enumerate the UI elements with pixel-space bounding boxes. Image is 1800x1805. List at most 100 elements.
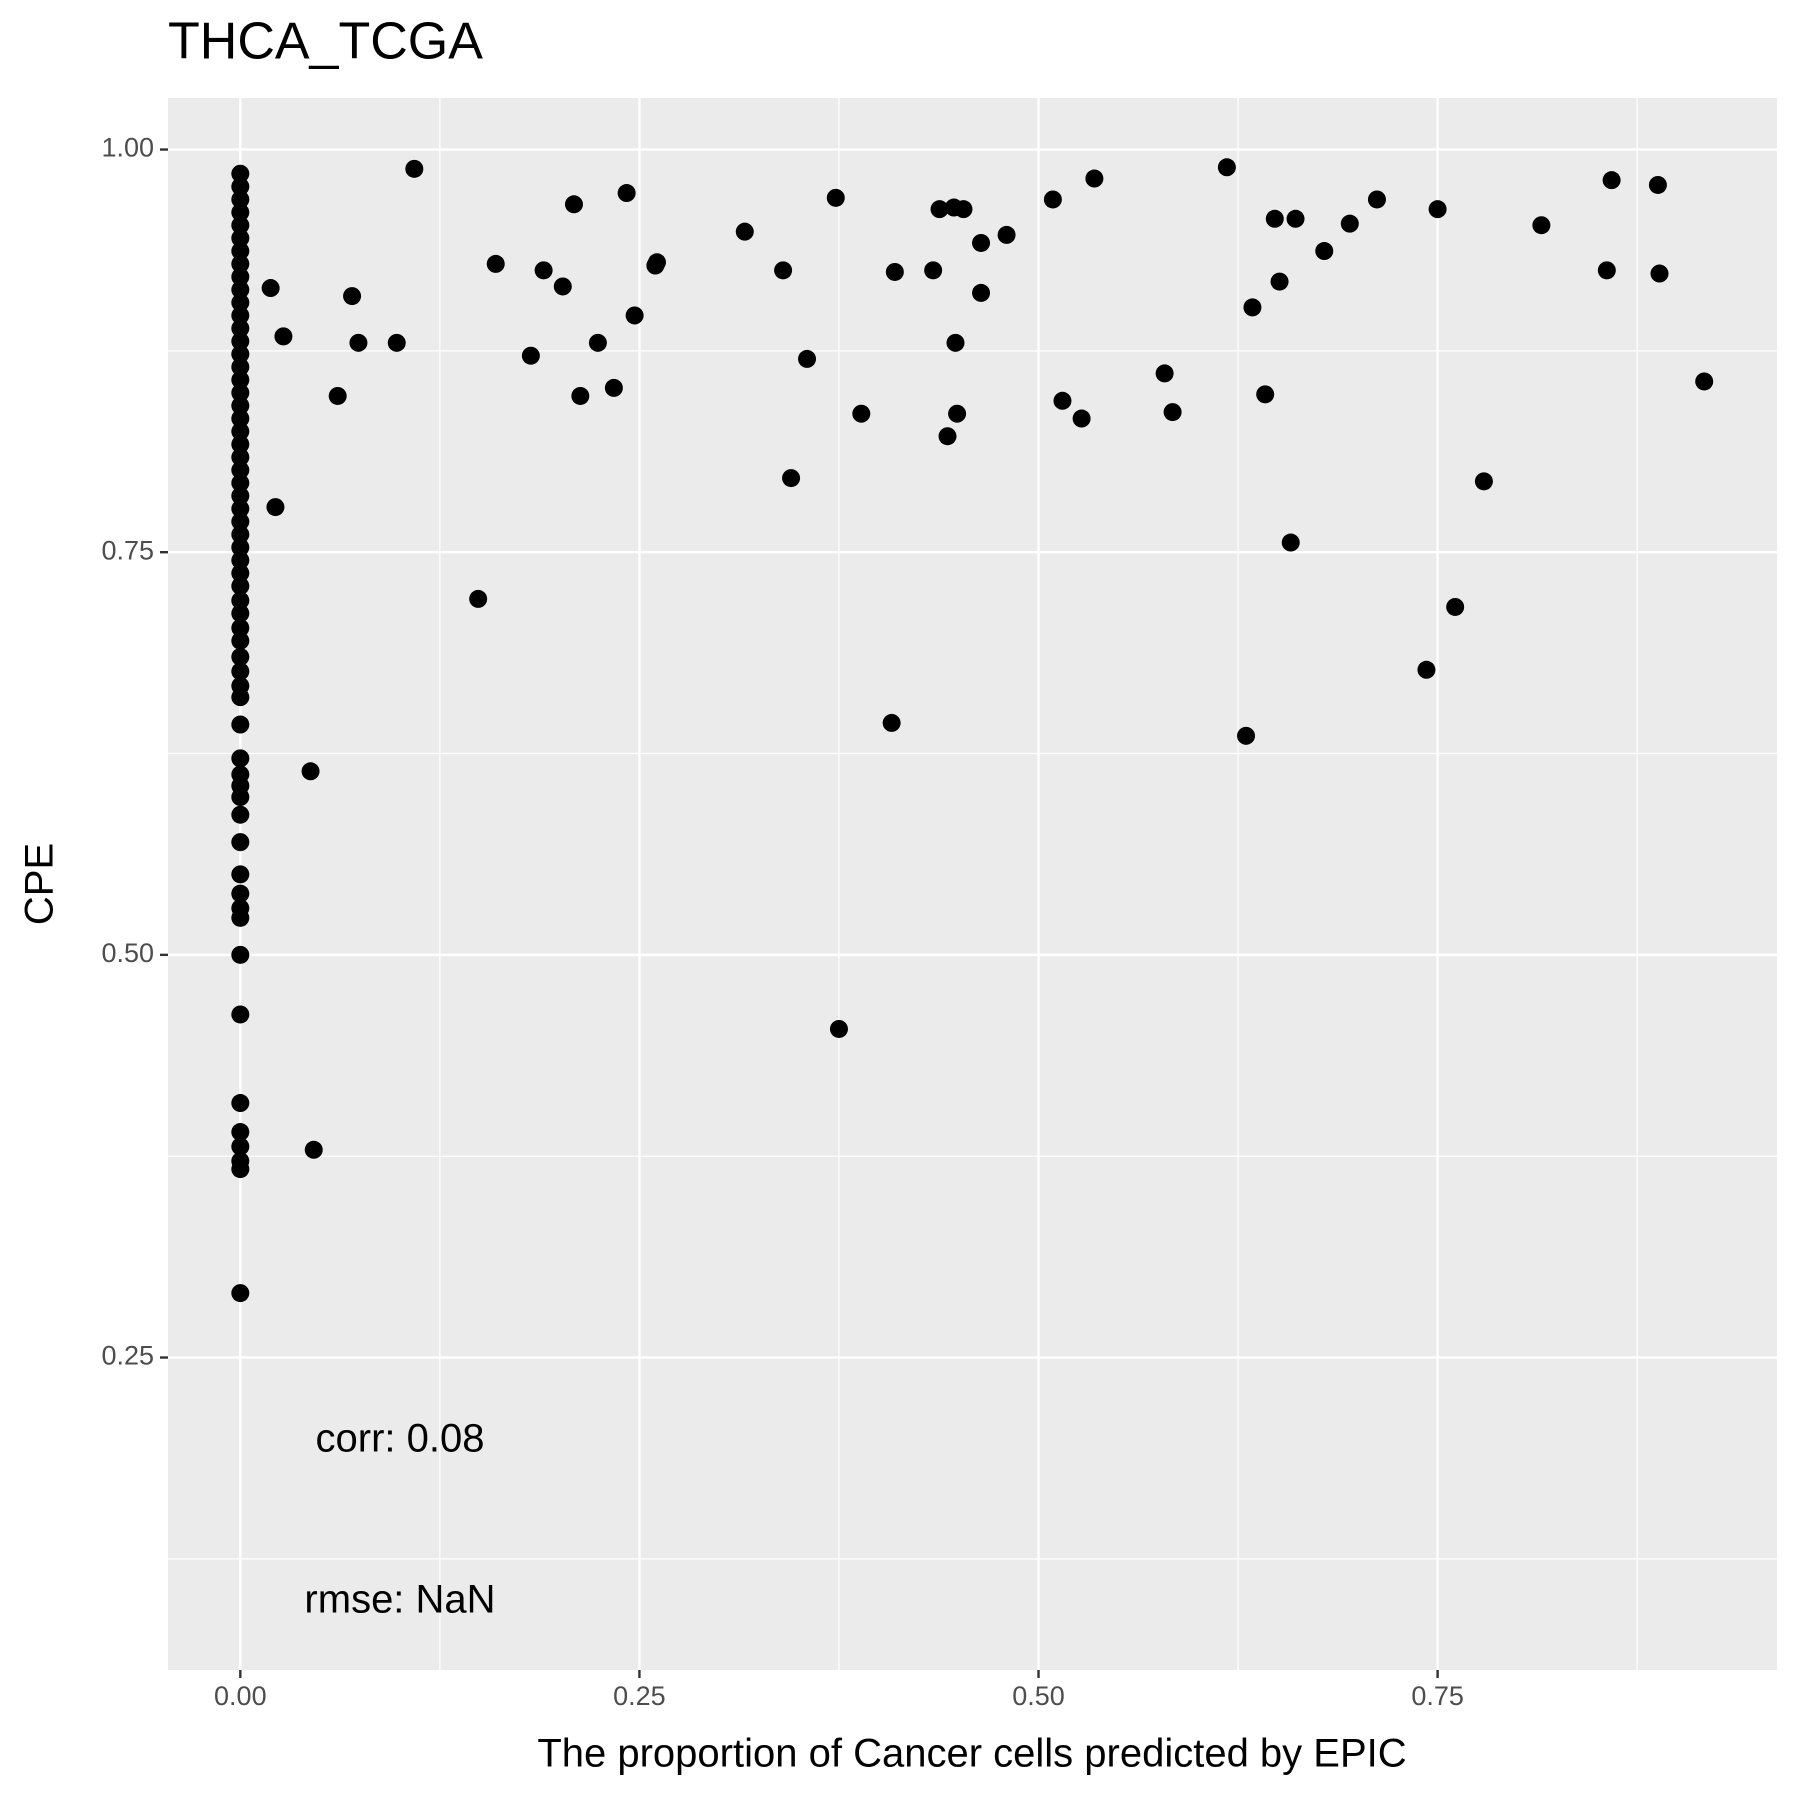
point	[231, 293, 250, 312]
point	[1474, 472, 1493, 491]
point	[948, 404, 967, 423]
point	[553, 277, 572, 296]
point	[231, 319, 250, 338]
point	[231, 332, 250, 351]
point	[231, 473, 250, 492]
point	[1085, 169, 1104, 188]
point	[231, 591, 250, 610]
point	[231, 788, 250, 807]
x-tick-label: 0.75	[1411, 1681, 1464, 1711]
point	[617, 184, 636, 203]
point	[231, 203, 250, 222]
point	[231, 1094, 250, 1113]
point	[231, 1160, 250, 1179]
point	[826, 188, 845, 207]
point	[1053, 391, 1072, 410]
point	[231, 435, 250, 454]
point	[231, 345, 250, 364]
point	[534, 261, 553, 280]
point	[946, 333, 965, 352]
chart-title: THCA_TCGA	[168, 13, 483, 71]
point	[521, 346, 540, 365]
point	[1265, 209, 1284, 228]
point	[231, 486, 250, 505]
x-tick-label: 0.00	[214, 1681, 267, 1711]
point	[231, 512, 250, 531]
point	[1243, 298, 1262, 317]
point	[231, 448, 250, 467]
point	[231, 409, 250, 428]
point	[1286, 209, 1305, 228]
point	[231, 604, 250, 623]
point	[885, 262, 904, 281]
point	[231, 461, 250, 480]
point	[231, 805, 250, 824]
point	[231, 749, 250, 768]
point	[564, 195, 583, 214]
point	[924, 261, 943, 280]
point	[1648, 175, 1667, 194]
point	[231, 1005, 250, 1024]
point	[231, 525, 250, 544]
point	[588, 333, 607, 352]
point	[1446, 597, 1465, 616]
point	[972, 233, 991, 252]
point	[1237, 726, 1256, 745]
point	[231, 551, 250, 570]
point	[1072, 409, 1091, 428]
point	[938, 427, 957, 446]
point	[997, 225, 1016, 244]
point	[231, 577, 250, 596]
point	[231, 618, 250, 637]
point	[231, 688, 250, 707]
point	[231, 884, 250, 903]
y-tick-label: 0.25	[101, 1341, 154, 1371]
point	[343, 287, 362, 306]
point	[774, 261, 793, 280]
point	[231, 908, 250, 927]
point	[469, 589, 488, 608]
point	[301, 762, 320, 781]
point	[231, 357, 250, 376]
point	[798, 349, 817, 368]
point	[231, 280, 250, 299]
point	[304, 1140, 323, 1159]
point	[231, 1123, 250, 1142]
point	[231, 254, 250, 273]
annotation: corr: 0.08	[316, 1417, 485, 1461]
point	[231, 164, 250, 183]
point	[328, 386, 347, 405]
point	[231, 662, 250, 681]
point	[1270, 272, 1289, 291]
point	[852, 404, 871, 423]
point	[231, 833, 250, 852]
point	[231, 306, 250, 325]
point	[1043, 190, 1062, 209]
point	[486, 254, 505, 273]
point	[1417, 660, 1436, 679]
annotation: rmse: NaN	[304, 1578, 495, 1622]
point	[1281, 533, 1300, 552]
point	[231, 370, 250, 389]
point	[1650, 264, 1669, 283]
point	[231, 945, 250, 964]
point	[930, 200, 949, 219]
y-tick-label: 1.00	[101, 133, 154, 163]
point	[405, 159, 424, 178]
point	[231, 564, 250, 583]
point	[829, 1019, 848, 1038]
x-tick-label: 0.50	[1012, 1681, 1065, 1711]
y-tick-label: 0.75	[101, 535, 154, 565]
point	[571, 386, 590, 405]
point	[231, 1137, 250, 1156]
panel	[168, 98, 1777, 1670]
point	[1340, 214, 1359, 233]
point	[972, 283, 991, 302]
point	[1367, 190, 1386, 209]
point	[1163, 403, 1182, 422]
point	[604, 378, 623, 397]
y-axis-title: CPE	[18, 843, 62, 925]
point	[231, 396, 250, 415]
